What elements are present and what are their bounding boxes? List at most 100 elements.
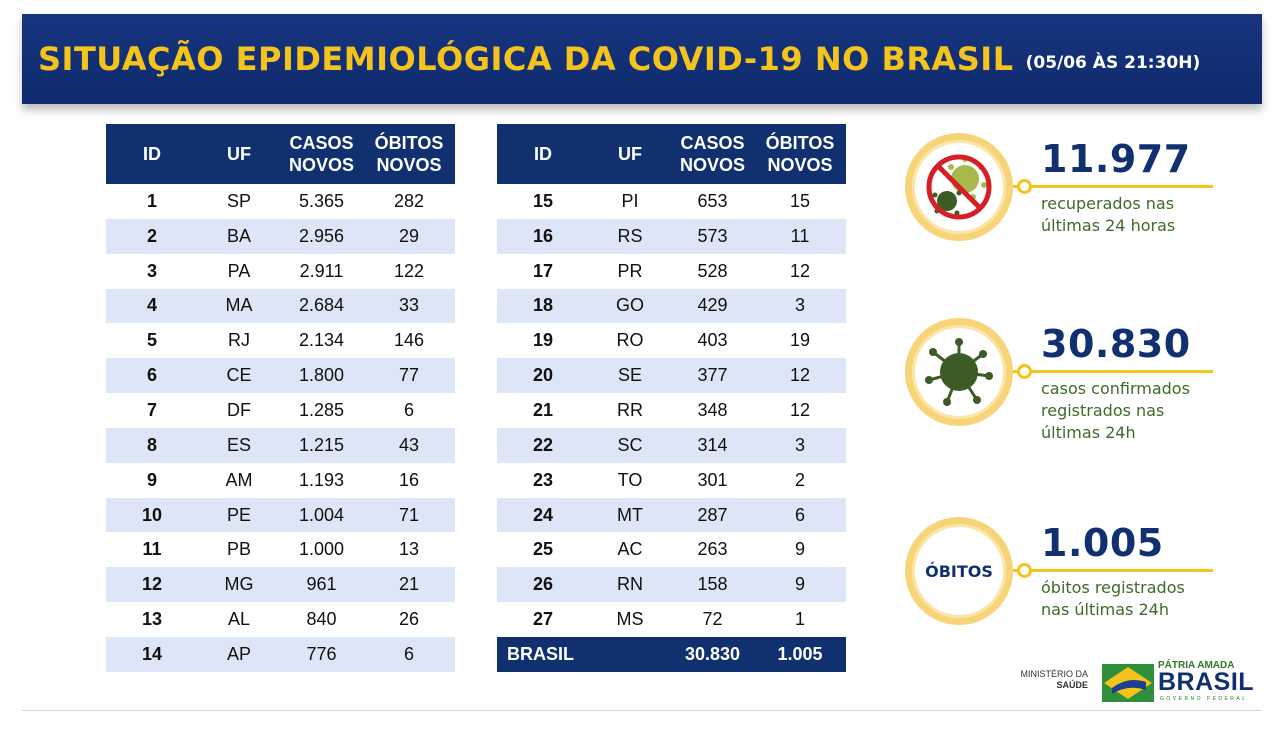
cell-obitos: 9 xyxy=(754,567,846,603)
table-row: 16 RS 573 11 xyxy=(497,218,846,254)
cell-uf: MS xyxy=(616,609,644,630)
cell-obitos: 6 xyxy=(754,497,846,533)
cell-uf: SE xyxy=(589,358,671,394)
cell-casos: 2.911 xyxy=(299,260,344,281)
cell-id: 21 xyxy=(532,399,554,420)
connector-line xyxy=(1013,370,1213,373)
table-row: 12 MG 961 21 xyxy=(106,567,455,603)
table-row: 8 ES 1.215 43 xyxy=(106,427,455,463)
cell-id: 19 xyxy=(532,330,554,351)
cell-uf: PR xyxy=(617,260,643,281)
cell-uf: SC xyxy=(589,427,671,463)
table-header-row: ID UF CASOS NOVOS ÓBITOS NOVOS xyxy=(106,124,455,184)
cell-casos: 5.365 xyxy=(298,190,345,211)
table-row: 5 RJ 2.134 146 xyxy=(106,323,455,358)
cell-obitos: 6 xyxy=(363,636,455,672)
table-row: 15 PI 653 15 xyxy=(497,184,846,219)
cell-casos: 287 xyxy=(671,497,754,533)
table-row: 25 AC 263 9 xyxy=(497,532,846,567)
recuperados-value: 11.977 xyxy=(1041,137,1191,181)
cell-id: 8 xyxy=(106,427,198,463)
cell-uf: ES xyxy=(198,427,280,463)
cell-id: 13 xyxy=(141,609,163,630)
connector-line xyxy=(1013,185,1213,188)
cell-uf: MG xyxy=(198,567,280,603)
cell-casos: 528 xyxy=(697,260,728,281)
column-header-id: ID xyxy=(106,124,198,184)
cell-obitos: 146 xyxy=(393,330,425,351)
cell-obitos: 282 xyxy=(393,190,425,211)
stat-obitos: ÓBITOS 1.005 óbitos registrados nas últim… xyxy=(905,517,1225,627)
ministerio-saude-logo: MINISTÉRIO DA SAÚDE xyxy=(1020,669,1088,690)
cell-casos: 72 xyxy=(702,609,723,630)
table-row: 10 PE 1.004 71 xyxy=(106,497,455,533)
column-header-uf: UF xyxy=(198,124,280,184)
table-row: 26 RN 158 9 xyxy=(497,567,846,603)
table-row: 13 AL 840 26 xyxy=(106,602,455,637)
cell-obitos: 16 xyxy=(398,469,420,490)
table-row: 24 MT 287 6 xyxy=(497,497,846,533)
cell-obitos: 77 xyxy=(363,358,455,394)
cell-uf: AC xyxy=(617,539,643,560)
table-row: 9 AM 1.193 16 xyxy=(106,463,455,498)
total-casos: 30.830 xyxy=(671,636,754,672)
cell-obitos: 19 xyxy=(789,330,811,351)
table-row: 27 MS 72 1 xyxy=(497,602,846,637)
cell-casos: 314 xyxy=(671,427,754,463)
connector-dot xyxy=(1017,179,1032,194)
column-header-obitos: ÓBITOS NOVOS xyxy=(754,124,846,184)
cell-id: 25 xyxy=(532,539,554,560)
table-row: 23 TO 301 2 xyxy=(497,463,846,498)
table-row: 1 SP 5.365 282 xyxy=(106,184,455,219)
cell-casos: 1.193 xyxy=(298,469,345,490)
casos-value: 30.830 xyxy=(1041,322,1191,366)
cell-uf: AL xyxy=(227,609,251,630)
table-row: 7 DF 1.285 6 xyxy=(106,393,455,428)
cell-id: 2 xyxy=(106,218,198,254)
cell-obitos: 12 xyxy=(754,358,846,394)
column-header-obitos: ÓBITOS NOVOS xyxy=(363,124,455,184)
obitos-value: 1.005 xyxy=(1041,521,1164,565)
cell-casos: 2.684 xyxy=(280,288,363,324)
cell-uf: BA xyxy=(198,218,280,254)
cell-id: 6 xyxy=(106,358,198,394)
cell-obitos: 9 xyxy=(794,539,805,560)
cell-casos: 263 xyxy=(697,539,728,560)
cell-obitos: 122 xyxy=(393,260,425,281)
table-row: 22 SC 314 3 xyxy=(497,427,846,463)
table-row: 2 BA 2.956 29 xyxy=(106,218,455,254)
states-table-right: ID UF CASOS NOVOS ÓBITOS NOVOS 15 PI 653 15 16… xyxy=(497,124,846,672)
cell-obitos: 12 xyxy=(789,399,811,420)
obitos-description: óbitos registrados nas últimas 24h xyxy=(1041,578,1185,619)
cell-uf: PA xyxy=(227,260,251,281)
total-label: BRASIL xyxy=(497,636,671,672)
table-row: 20 SE 377 12 xyxy=(497,358,846,394)
brazil-flag-icon xyxy=(1102,664,1154,702)
cell-uf: TO xyxy=(617,469,643,490)
cell-uf: PE xyxy=(198,497,280,533)
table-row: 19 RO 403 19 xyxy=(497,323,846,358)
cell-casos: 348 xyxy=(697,399,728,420)
column-header-uf: UF xyxy=(589,124,671,184)
cell-casos: 403 xyxy=(697,330,728,351)
column-header-casos: CASOS NOVOS xyxy=(671,124,754,184)
cell-obitos: 3 xyxy=(754,427,846,463)
cell-uf: MT xyxy=(589,497,671,533)
update-timestamp: (05/06 ÀS 21:30H) xyxy=(1025,53,1201,73)
header-banner: SITUAÇÃO EPIDEMIOLÓGICA DA COVID-19 NO B… xyxy=(22,14,1262,104)
cell-id: 3 xyxy=(146,260,157,281)
cell-uf: RN xyxy=(589,567,671,603)
cell-uf: RS xyxy=(589,218,671,254)
cell-id: 7 xyxy=(146,399,157,420)
cell-uf: DF xyxy=(227,399,251,420)
table-row: 21 RR 348 12 xyxy=(497,393,846,428)
cell-id: 22 xyxy=(497,427,589,463)
cell-obitos: 1 xyxy=(794,609,805,630)
cell-uf: AP xyxy=(198,636,280,672)
cell-obitos: 2 xyxy=(794,469,805,490)
total-obitos: 1.005 xyxy=(754,636,846,672)
cell-id: 17 xyxy=(532,260,554,281)
cell-casos: 961 xyxy=(280,567,363,603)
cell-casos: 301 xyxy=(697,469,728,490)
cell-casos: 1.285 xyxy=(298,399,345,420)
